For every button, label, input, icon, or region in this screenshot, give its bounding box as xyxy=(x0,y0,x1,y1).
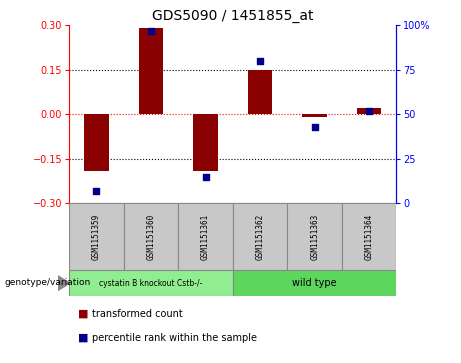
Text: GSM1151363: GSM1151363 xyxy=(310,214,319,260)
Polygon shape xyxy=(58,276,70,290)
Point xyxy=(366,108,373,114)
Text: percentile rank within the sample: percentile rank within the sample xyxy=(92,333,257,343)
Point xyxy=(148,28,155,34)
Text: GSM1151360: GSM1151360 xyxy=(147,214,155,260)
Text: cystatin B knockout Cstb-/-: cystatin B knockout Cstb-/- xyxy=(99,279,203,287)
Text: genotype/variation: genotype/variation xyxy=(5,278,91,287)
Bar xyxy=(357,109,381,114)
Text: GSM1151361: GSM1151361 xyxy=(201,214,210,260)
Bar xyxy=(193,114,218,171)
Text: ■: ■ xyxy=(78,309,89,319)
Bar xyxy=(248,70,272,114)
Point xyxy=(202,174,209,180)
Bar xyxy=(124,203,178,270)
Text: GSM1151359: GSM1151359 xyxy=(92,214,101,260)
Bar xyxy=(69,203,124,270)
Title: GDS5090 / 1451855_at: GDS5090 / 1451855_at xyxy=(152,9,313,23)
Point xyxy=(256,58,264,64)
Bar xyxy=(233,203,287,270)
Text: GSM1151362: GSM1151362 xyxy=(255,214,265,260)
Bar xyxy=(302,114,327,117)
Bar xyxy=(84,114,109,171)
Bar xyxy=(178,203,233,270)
Bar xyxy=(342,203,396,270)
Text: ■: ■ xyxy=(78,333,89,343)
Bar xyxy=(69,270,233,296)
Text: wild type: wild type xyxy=(292,278,337,288)
Bar xyxy=(287,203,342,270)
Bar xyxy=(139,28,163,114)
Point xyxy=(93,188,100,194)
Text: transformed count: transformed count xyxy=(92,309,183,319)
Point xyxy=(311,124,318,130)
Bar xyxy=(233,270,396,296)
Text: GSM1151364: GSM1151364 xyxy=(365,214,374,260)
